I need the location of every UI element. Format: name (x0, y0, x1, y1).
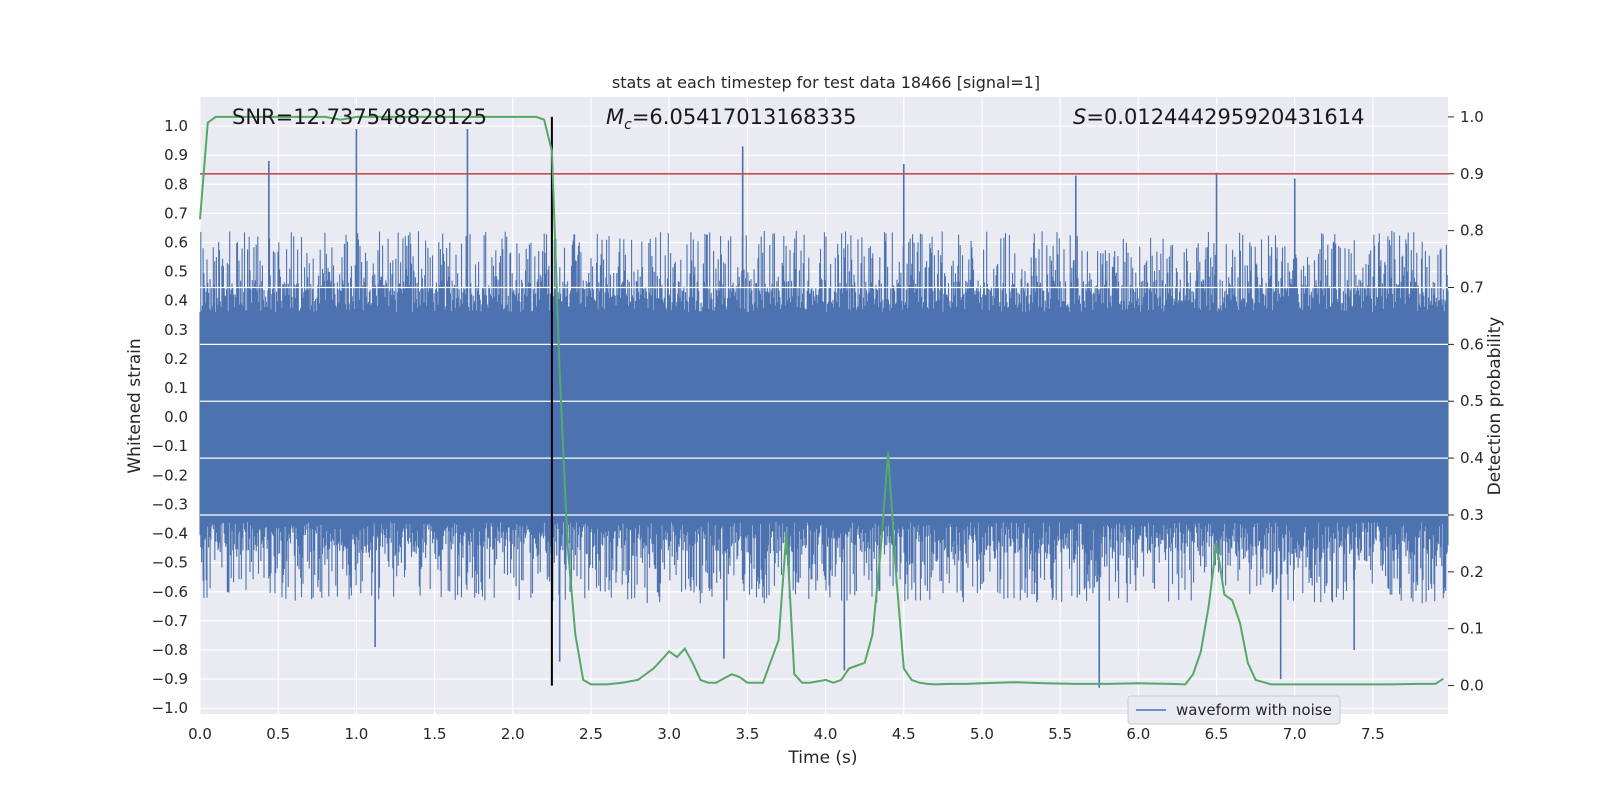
reference-lines (200, 116, 1448, 686)
y-left-tick-label: 0.8 (164, 175, 188, 193)
waveform-core (200, 312, 1448, 522)
y-left-tick-label: 0.2 (164, 350, 188, 368)
legend: waveform with noise (1127, 695, 1341, 725)
x-tick-label: 4.5 (892, 725, 916, 743)
y-left-axis: 1.0 0.9 0.8 0.7 0.6 0.5 0.4 0.3 0.2 0.1 0.0 −0.1 −0.… (152, 117, 188, 717)
x-tick-label: 2.0 (501, 725, 525, 743)
y-left-tick-label: 0.3 (164, 321, 188, 339)
chirp-mass-value: =6.05417013168335 (632, 105, 857, 129)
chirp-mass-subscript: c (624, 117, 632, 133)
y-right-tick-label: 0.2 (1460, 563, 1484, 581)
y-left-tick-label: 0.9 (164, 146, 188, 164)
x-tick-label: 7.0 (1283, 725, 1307, 743)
y-right-axis-label: Detection probability (1485, 317, 1505, 496)
x-tick-label: 3.5 (735, 725, 759, 743)
x-tick-label: 5.0 (970, 725, 994, 743)
y-right-tick-label: 0.7 (1460, 279, 1484, 297)
y-left-tick-label: −0.6 (152, 583, 188, 601)
chirp-mass-symbol: M (606, 105, 624, 129)
snr-annotation: SNR=12.737548828125 (232, 105, 487, 129)
detection-probability-series (199, 115, 1444, 686)
chart-title: stats at each timestep for test data 184… (612, 73, 1040, 92)
y-left-axis-label: Whitened strain (125, 338, 145, 473)
y-left-tick-label: 0.5 (164, 263, 188, 281)
x-tick-label: 6.0 (1126, 725, 1150, 743)
x-tick-label: 4.0 (814, 725, 838, 743)
y-left-tick-label: −0.5 (152, 554, 188, 572)
s-symbol: S (1073, 105, 1086, 129)
y-right-tick-label: 0.3 (1460, 506, 1484, 524)
legend-label: waveform with noise (1176, 701, 1332, 719)
x-axis-label: Time (s) (787, 748, 857, 768)
s-value: =0.012444295920431614 (1086, 105, 1364, 129)
x-tick-label: 0.5 (266, 725, 290, 743)
y-left-tick-label: 0.4 (164, 292, 188, 310)
y-left-tick-label: −0.9 (152, 670, 188, 688)
y-left-tick-label: 1.0 (164, 117, 188, 135)
y-left-tick-label: −0.2 (152, 466, 188, 484)
white-band-lines (200, 286, 1448, 516)
y-right-tick-label: 0.6 (1460, 335, 1484, 353)
y-right-tick-label: 0.0 (1460, 677, 1484, 695)
x-tick-label: 5.5 (1048, 725, 1072, 743)
y-left-tick-label: −0.8 (152, 641, 188, 659)
y-left-tick-label: 0.7 (164, 204, 188, 222)
y-left-tick-label: −0.1 (152, 437, 188, 455)
s-annotation: S=0.012444295920431614 (1073, 105, 1364, 129)
y-right-tick-label: 0.9 (1460, 165, 1484, 183)
x-tick-label: 6.5 (1205, 725, 1229, 743)
y-right-tick-label: 0.8 (1460, 222, 1484, 240)
detection-probability-line (199, 115, 1444, 686)
y-left-tick-label: −0.7 (152, 612, 188, 630)
y-left-tick-label: −0.3 (152, 495, 188, 513)
y-left-tick-label: 0.1 (164, 379, 188, 397)
x-tick-label: 1.0 (344, 725, 368, 743)
x-tick-label: 3.0 (657, 725, 681, 743)
y-left-tick-label: −1.0 (152, 699, 188, 717)
x-axis: 0.0 0.5 1.0 1.5 2.0 2.5 3.0 3.5 4.0 4.5 5.0 5.5 6.0 6… (188, 725, 1385, 743)
y-right-axis: 1.0 0.9 0.8 0.7 0.6 0.5 0.4 0.3 0.2 0.1 0.0 (1448, 108, 1484, 695)
y-left-tick-label: −0.4 (152, 525, 188, 543)
waveform-with-noise-series (199, 129, 1449, 688)
y-left-tick-label: 0.6 (164, 234, 188, 252)
legend-box (1127, 695, 1341, 725)
y-right-tick-label: 0.4 (1460, 449, 1484, 467)
y-left-tick-label: 0.0 (164, 408, 188, 426)
y-right-tick-label: 0.1 (1460, 620, 1484, 638)
x-tick-label: 7.5 (1361, 725, 1385, 743)
x-tick-label: 1.5 (423, 725, 447, 743)
chirp-mass-annotation: Mc=6.05417013168335 (606, 105, 857, 133)
y-right-tick-label: 0.5 (1460, 392, 1484, 410)
x-tick-label: 0.0 (188, 725, 212, 743)
y-right-tick-label: 1.0 (1460, 108, 1484, 126)
x-tick-label: 2.5 (579, 725, 603, 743)
